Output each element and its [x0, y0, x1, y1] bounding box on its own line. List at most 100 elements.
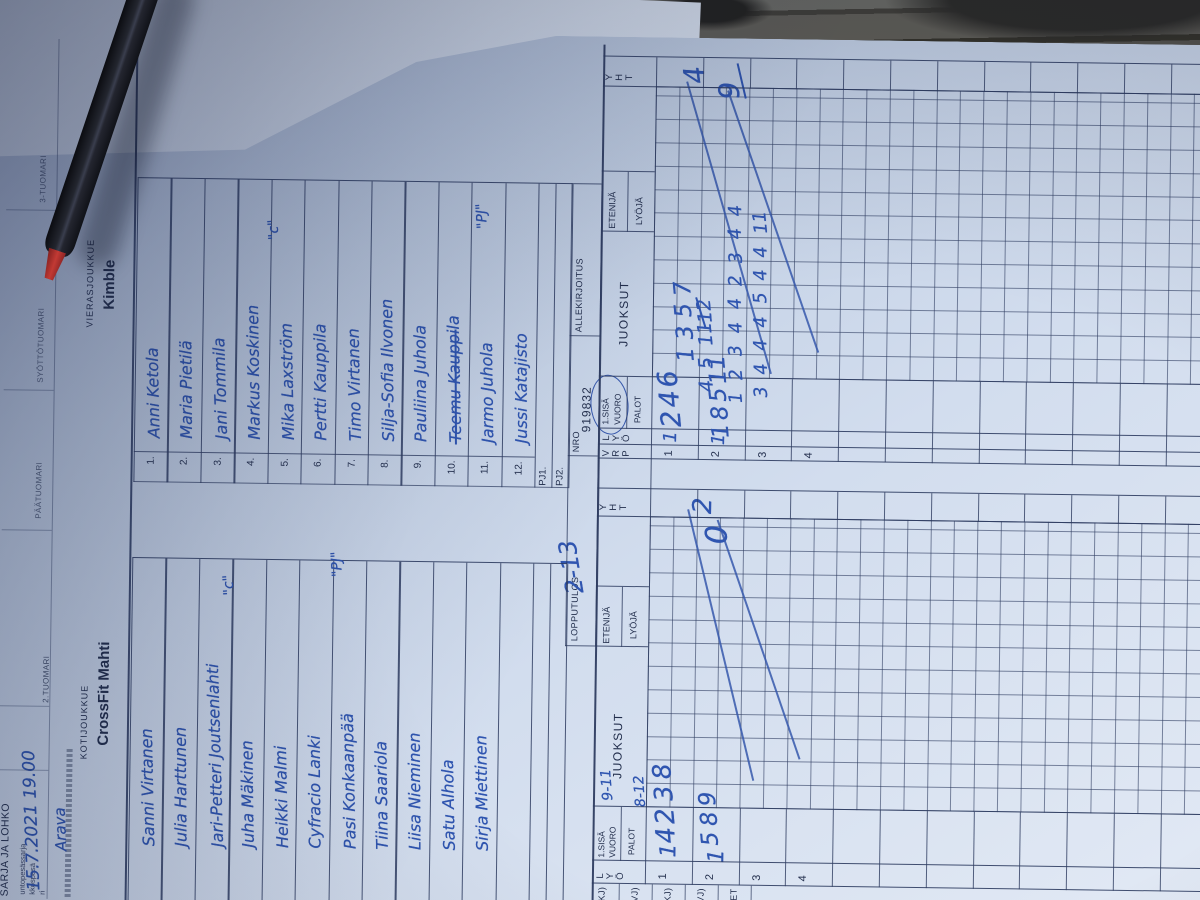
home-roster-player-name: Sirja Miettinen	[471, 735, 493, 852]
handwritten-digit: 2	[725, 367, 748, 381]
pj-row-label: PJ2.	[554, 466, 566, 487]
roster-number: 7.	[346, 459, 358, 468]
stacked-letter: Ö	[620, 434, 633, 442]
away-roster-player-name: Jani Tommila	[209, 337, 231, 440]
home-roster-player-name: Tiina Saariola	[371, 740, 392, 850]
handwritten-digit: 2	[655, 408, 689, 429]
away-r1-lyo: 1	[659, 430, 682, 443]
handwritten-digit: 8	[695, 810, 723, 828]
stacked-letter: P	[620, 450, 632, 457]
home-yht-1: 2	[687, 497, 719, 515]
away-col-lyoja: LYÖJÄ	[634, 197, 645, 226]
home-roster-player-name: Heikki Malmi	[270, 745, 292, 849]
away-col-palot: PALOT	[632, 395, 643, 424]
roster-number: 10.	[446, 460, 458, 475]
handwritten-digit: 11	[693, 320, 718, 347]
home-roster-player-name: Satu Alhola	[437, 759, 459, 851]
allekirjoitus-label: ALLEKIRJOITUS	[573, 257, 585, 333]
handwritten-digit: 4	[653, 388, 687, 409]
footer-field-label: HUOMAUTUKSET	[727, 888, 739, 900]
footer-field-rule-4	[750, 885, 752, 900]
home-col-vuoro-line1: 1.SISÄ	[596, 831, 607, 858]
away-roster-player-name: Markus Koskinen	[243, 304, 265, 440]
handwritten-digit: 5	[694, 355, 718, 370]
handwritten-digit: 3	[724, 344, 747, 358]
home-inning-number: 3	[750, 874, 763, 881]
away-inning-number: 1	[662, 450, 675, 457]
away-col-juoksut: JUOKSUT	[616, 280, 632, 347]
roster-number: 11.	[479, 460, 491, 475]
nro-label: NRO	[570, 430, 582, 453]
handwritten-digit: 4	[749, 268, 772, 282]
handwritten-digit: 7	[669, 279, 697, 297]
away-roster-player-name: Mika Laxström	[276, 322, 298, 441]
stacked-letter: T	[624, 74, 636, 81]
roster-number: 9.	[412, 459, 425, 469]
home-roster-player-name: Cyfracio Lanki	[304, 735, 325, 849]
handwritten-digit: 3	[648, 784, 679, 803]
footer-field-label: VAIHDOT (KJ)	[595, 887, 607, 900]
home-col-etenija: ETENIJÄ	[601, 606, 612, 644]
home-r1-lyo: 1	[656, 843, 682, 858]
handwritten-digit: 4	[750, 338, 773, 352]
field-syottotuomari-label: SYÖTTÖTUOMARI	[35, 307, 46, 383]
home-inning-number: 2	[703, 873, 716, 881]
roster-number: 1.	[145, 456, 157, 465]
handwritten-digit: 8	[646, 762, 678, 781]
roster-number: 12.	[513, 461, 525, 476]
home-team-label: KOTIJOUKKUE	[78, 684, 90, 760]
handwritten-digit: 12	[692, 297, 717, 324]
roster-number: 6.	[312, 458, 324, 468]
home-col-palot: PALOT	[626, 827, 637, 856]
handwritten-digit: 3	[724, 250, 747, 264]
away-inning-number: 2	[709, 450, 722, 458]
roster-note: "c"	[220, 574, 238, 596]
field-3-tuomari-label: 3-TUOMARI	[38, 155, 48, 203]
handwritten-digit: 3	[750, 385, 773, 399]
stacked-letter: T	[618, 504, 630, 511]
away-roster-player-name: Timo Virtanen	[343, 328, 365, 442]
handwritten-digit: 4	[650, 825, 683, 845]
away-roster-player-name: Jussi Katajisto	[511, 333, 531, 444]
home-col-lyoja: LYÖJÄ	[628, 611, 639, 640]
home-yht-2: 0	[699, 524, 735, 545]
footer-field-rule-2	[684, 884, 686, 900]
pj-row-label: PJ1.	[537, 466, 549, 486]
handwritten-digit: 6	[652, 368, 685, 389]
handwritten-digit: 4	[724, 203, 747, 218]
field-paatuomari-label: PÄÄTUOMARI	[33, 461, 44, 519]
handwritten-digit: 4	[695, 378, 719, 394]
roster-number: 4.	[245, 457, 257, 467]
handwritten-digit: 9	[694, 790, 722, 808]
roster-number: 3.	[212, 457, 224, 466]
home-team-name: CrossFit Mahti	[94, 641, 114, 746]
home-inning-number: 1	[656, 873, 669, 880]
field-option-3: ri	[37, 890, 47, 895]
roster-number: 2.	[179, 456, 191, 466]
handwritten-digit: 5	[696, 830, 725, 848]
footer-field-label: VAIHDOT (VJ)	[628, 887, 640, 900]
footer-field-rule-0	[618, 883, 620, 900]
footer-field-rule-3	[717, 885, 719, 900]
roster-note: "c"	[265, 218, 283, 241]
away-roster-player-name: Anni Ketola	[142, 347, 164, 439]
handwritten-digit: 2	[724, 274, 747, 288]
away-inning-number: 3	[756, 451, 769, 458]
home-period-note-1: 9-11	[598, 768, 617, 802]
roster-number: 8.	[379, 459, 391, 468]
away-roster-player-name: Silja-Sofia Ilvonen	[376, 298, 398, 442]
handwritten-digit: 4	[724, 227, 747, 241]
away-inning-number: 4	[803, 452, 816, 459]
handwritten-digit: 4	[724, 320, 747, 335]
home-roster-player-name: Juha Mäkinen	[237, 740, 259, 848]
handwritten-digit: 4	[749, 315, 772, 329]
handwritten-digit: 2	[649, 806, 681, 826]
handwritten-digit: 4	[750, 362, 773, 376]
roster-number: 5.	[279, 458, 291, 467]
home-runs-grid	[645, 516, 1200, 816]
